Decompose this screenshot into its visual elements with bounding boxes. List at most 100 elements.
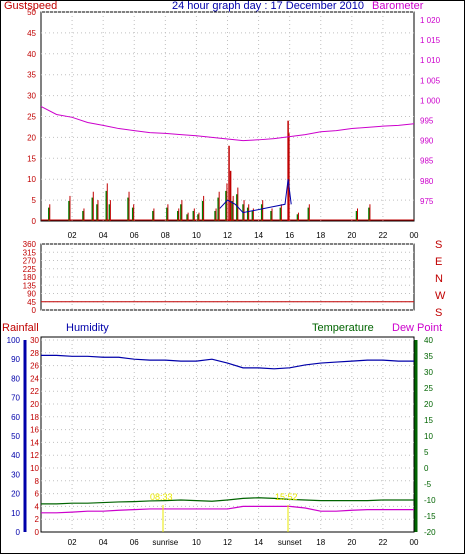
gust-legend: Gustspeed: [4, 0, 57, 12]
temperature-axis: -20 -15 -10 -5 0 5 10 15 20 25 30 35 40: [424, 336, 436, 537]
wind-x-tick-label: 04: [99, 231, 108, 240]
gust-tick-label: 45: [27, 29, 36, 38]
gust-tick-label: 5: [32, 196, 37, 205]
rain-tick-label: 8: [35, 477, 40, 486]
baro-tick-label: 985: [420, 157, 434, 166]
baro-tick-label: 1 000: [420, 96, 441, 105]
climate-x-tick-label: 10: [192, 538, 201, 547]
gust-tick-label: 0: [32, 217, 37, 226]
compass-label: S: [435, 307, 442, 319]
temperature-tick-label: 40: [424, 336, 433, 345]
humidity-tick-label: 60: [11, 413, 20, 422]
compass-label: S: [435, 239, 442, 251]
rain-tick-label: 14: [30, 438, 39, 447]
humidity-tick-label: 40: [11, 451, 20, 460]
temperature-tick-label: -15: [424, 512, 436, 521]
climate-x-tick-label: 00: [410, 538, 419, 547]
wind-grid: [41, 11, 414, 221]
baro-right-axis: 975 980 985 990 995 1 000 1 005 1 010 1 015 1 020: [420, 16, 441, 206]
climate-x-tick-label: 12: [223, 538, 232, 547]
humidity-tick-label: 50: [11, 432, 20, 441]
compass-label: E: [435, 256, 442, 268]
direction-grid: [41, 243, 414, 311]
temperature-tick-label: 0: [424, 464, 429, 473]
rain-tick-label: 16: [30, 426, 39, 435]
humidity-tick-label: 20: [11, 490, 20, 499]
gust-tick-label: 10: [27, 175, 36, 184]
gust-tick-label: 40: [27, 50, 36, 59]
humidity-tick-label: 70: [11, 394, 20, 403]
climate-x-tick-label: 14: [254, 538, 263, 547]
wind-x-tick-label: 16: [285, 231, 294, 240]
direction-tick-label: 45: [27, 298, 36, 307]
direction-tick-label: 0: [32, 306, 37, 315]
humidity-axis: 0 10 20 30 40 50 60 70 80 90 100: [7, 336, 21, 537]
barometer-series: [40, 106, 415, 142]
direction-tick-label: 90: [27, 290, 36, 299]
humidity-tick-label: 0: [16, 528, 21, 537]
wind-x-tick-label: 10: [192, 231, 201, 240]
climate-x-tick-label: 18: [316, 538, 325, 547]
wind-x-tick-label: 02: [68, 231, 77, 240]
baro-tick-label: 975: [420, 197, 434, 206]
climate-x-tick-label: sunrise: [152, 538, 178, 547]
humidity-tick-label: 80: [11, 374, 20, 383]
wind-x-tick-label: 22: [378, 231, 387, 240]
gust-tick-label: 30: [27, 92, 36, 101]
dewpoint-legend: Dew Point: [392, 322, 442, 334]
rain-tick-label: 30: [30, 336, 39, 345]
temperature-tick-label: 10: [424, 432, 433, 441]
baro-legend: Barometer: [372, 0, 424, 12]
rain-tick-label: 18: [30, 413, 39, 422]
temperature-tick-label: 20: [424, 400, 433, 409]
gust-tick-label: 35: [27, 71, 36, 80]
rain-tick-label: 20: [30, 400, 39, 409]
rain-tick-label: 2: [35, 515, 40, 524]
chart-title: 24 hour graph day : 17 December 2010: [172, 0, 364, 12]
wind-x-tick-label: 18: [316, 231, 325, 240]
wind-x-axis: 02 04 06 08 10 12 14 16 18 20 22 00: [68, 231, 419, 240]
compass-label: W: [435, 290, 446, 302]
compass-label: N: [435, 273, 443, 285]
temperature-tick-label: -20: [424, 528, 436, 537]
direction-tick-label: 225: [23, 265, 37, 274]
gust-tick-label: 25: [27, 113, 36, 122]
wind-x-tick-label: 20: [347, 231, 356, 240]
rain-tick-label: 10: [30, 464, 39, 473]
direction-tick-label: 180: [23, 273, 37, 282]
climate-x-tick-label: 04: [99, 538, 108, 547]
rain-tick-label: 12: [30, 451, 39, 460]
average-wind-series: [219, 179, 292, 214]
baro-tick-label: 1 005: [420, 76, 441, 85]
direction-tick-label: 360: [23, 240, 37, 249]
rain-legend: Rainfall: [2, 322, 39, 334]
temperature-tick-label: -10: [424, 496, 436, 505]
humidity-legend: Humidity: [66, 322, 109, 334]
wind-x-tick-label: 00: [410, 231, 419, 240]
temperature-tick-label: 15: [424, 416, 433, 425]
direction-tick-label: 135: [23, 281, 37, 290]
baro-tick-label: 990: [420, 137, 434, 146]
sunset-time: 15:52: [275, 492, 298, 502]
temperature-tick-label: 35: [424, 352, 433, 361]
baro-tick-label: 1 015: [420, 36, 441, 45]
climate-x-tick-label: 20: [347, 538, 356, 547]
baro-tick-label: 1 010: [420, 56, 441, 65]
wind-x-tick-label: 06: [130, 231, 139, 240]
baro-tick-label: 995: [420, 117, 434, 126]
temperature-tick-label: 25: [424, 384, 433, 393]
climate-x-tick-label: 22: [378, 538, 387, 547]
rain-tick-label: 24: [30, 374, 39, 383]
temperature-legend: Temperature: [312, 322, 374, 334]
temperature-tick-label: -5: [424, 480, 432, 489]
rain-tick-label: 22: [30, 387, 39, 396]
wind-x-tick-label: 14: [254, 231, 263, 240]
direction-tick-label: 270: [23, 257, 37, 266]
sunrise-time: 08:33: [150, 492, 173, 502]
gust-bars: [41, 120, 414, 221]
temperature-tick-label: 30: [424, 368, 433, 377]
